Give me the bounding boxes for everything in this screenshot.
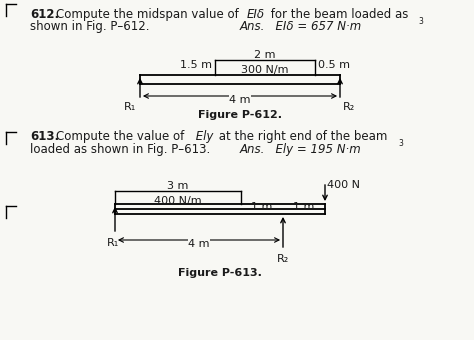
Text: 3: 3 [398, 139, 403, 148]
Text: R₂: R₂ [277, 254, 289, 264]
Text: 4 m: 4 m [229, 95, 251, 105]
Text: for the beam loaded as: for the beam loaded as [267, 8, 409, 21]
Text: R₁: R₁ [107, 238, 119, 248]
Text: Ans.: Ans. [240, 143, 265, 156]
Text: 1.5 m: 1.5 m [180, 60, 212, 70]
Text: at the right end of the beam: at the right end of the beam [215, 130, 387, 143]
Text: Figure P-613.: Figure P-613. [178, 268, 262, 278]
Text: Ely = 195 N·m: Ely = 195 N·m [268, 143, 361, 156]
Text: Compute the value of: Compute the value of [56, 130, 184, 143]
Text: R₁: R₁ [124, 102, 136, 112]
Text: 1 m: 1 m [251, 202, 273, 212]
Text: 1 m: 1 m [293, 202, 315, 212]
Text: 613.: 613. [30, 130, 59, 143]
Text: Ans.: Ans. [240, 20, 265, 33]
Text: EIδ: EIδ [247, 8, 265, 21]
Text: Compute the midspan value of: Compute the midspan value of [56, 8, 243, 21]
Text: 3: 3 [418, 17, 423, 26]
Text: Ely: Ely [192, 130, 213, 143]
Text: EIδ = 657 N·m: EIδ = 657 N·m [268, 20, 361, 33]
Text: 2 m: 2 m [254, 50, 276, 60]
Text: 3 m: 3 m [167, 181, 189, 191]
Text: 612.: 612. [30, 8, 59, 21]
Text: 400 N/m: 400 N/m [154, 196, 202, 206]
Text: loaded as shown in Fig. P–613.: loaded as shown in Fig. P–613. [30, 143, 210, 156]
Text: R₂: R₂ [343, 102, 355, 112]
Text: Figure P-612.: Figure P-612. [198, 110, 282, 120]
Text: 0.5 m: 0.5 m [318, 60, 350, 70]
Text: shown in Fig. P–612.: shown in Fig. P–612. [30, 20, 149, 33]
Text: 300 N/m: 300 N/m [241, 65, 289, 75]
Text: 4 m: 4 m [188, 239, 210, 249]
Text: 400 N: 400 N [327, 180, 360, 190]
